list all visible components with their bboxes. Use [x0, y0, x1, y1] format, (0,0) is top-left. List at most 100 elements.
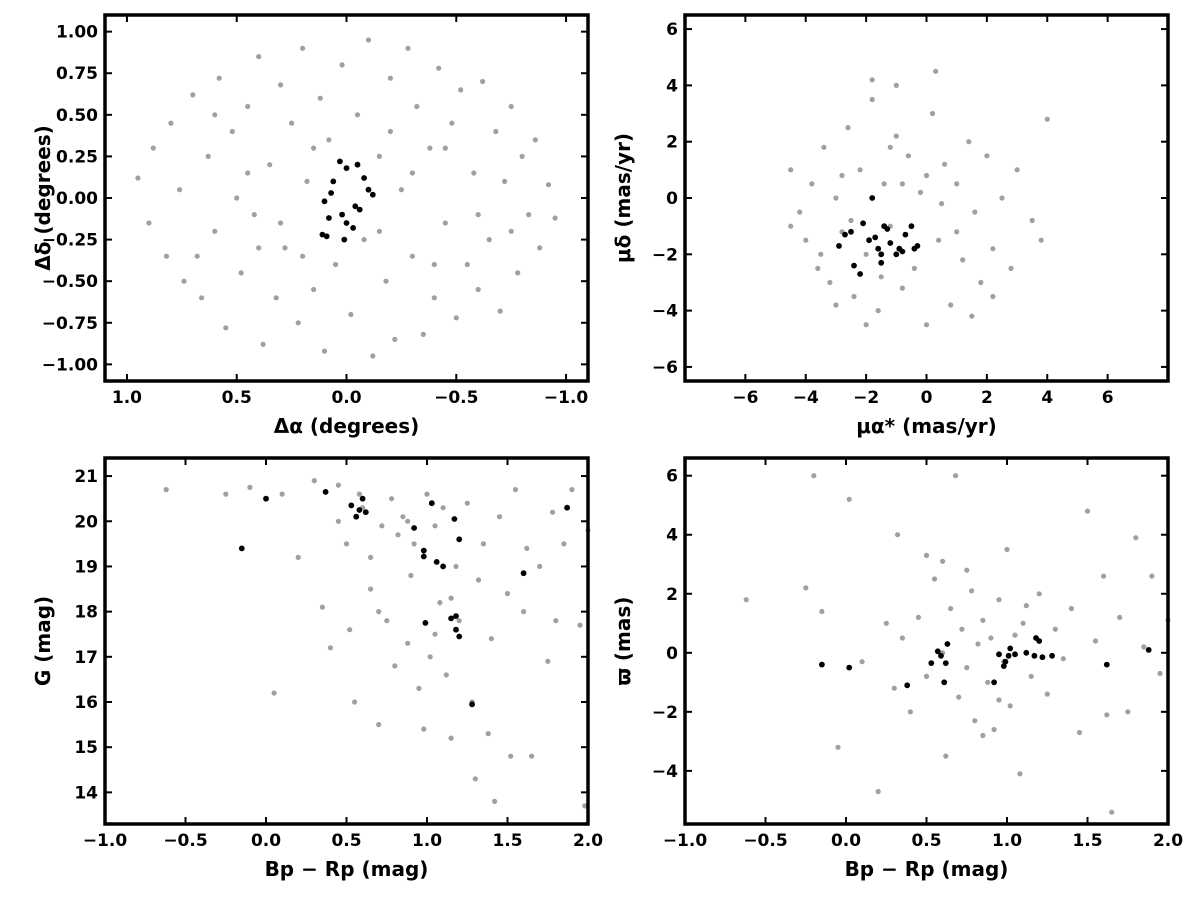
y-tick-label: −4: [652, 762, 678, 782]
data-point: [899, 635, 906, 641]
data-point: [223, 325, 229, 331]
x-tick-label: 4: [1041, 388, 1053, 408]
data-point: [163, 253, 170, 259]
data-point: [875, 788, 881, 795]
data-point: [1103, 661, 1110, 668]
data-point: [857, 167, 863, 173]
data-point: [353, 513, 360, 520]
data-point: [448, 595, 454, 601]
data-point: [475, 212, 481, 218]
x-tick-label: −0.5: [434, 388, 478, 408]
data-point: [337, 158, 343, 165]
data-point: [914, 243, 921, 249]
x-tick-label: −1.0: [83, 831, 128, 851]
data-point: [887, 240, 894, 246]
y-axis-label: μδ (mas/yr): [611, 133, 635, 263]
data-point: [942, 660, 949, 666]
data-point: [881, 181, 887, 187]
data-point: [1039, 654, 1046, 661]
data-point: [384, 618, 390, 624]
data-point: [408, 572, 414, 579]
data-point: [416, 685, 422, 692]
data-point: [1017, 771, 1023, 777]
data-point: [289, 120, 295, 126]
y-tick-label: −1.00: [42, 355, 98, 375]
data-point: [848, 217, 854, 224]
data-point: [991, 679, 997, 686]
plot-frame: [103, 13, 590, 383]
data-point: [1028, 673, 1034, 680]
data-point: [851, 262, 857, 269]
data-point: [341, 236, 348, 243]
data-point: [409, 170, 415, 176]
y-tick-label: 4: [666, 76, 678, 96]
data-point: [860, 220, 866, 227]
data-point: [521, 609, 527, 615]
data-point: [383, 278, 389, 284]
data-point: [427, 654, 433, 660]
data-point: [1031, 652, 1038, 659]
data-point: [205, 153, 211, 159]
data-point: [915, 614, 922, 621]
data-point: [923, 673, 930, 680]
data-point: [1104, 712, 1110, 718]
y-tick-label: 18: [74, 603, 98, 623]
data-point: [899, 181, 906, 187]
data-point: [942, 161, 948, 167]
data-point: [475, 286, 481, 293]
data-point: [833, 302, 839, 308]
y-tick-label: 19: [74, 557, 98, 577]
y-tick-label: −4: [652, 302, 678, 322]
data-point: [577, 622, 583, 628]
data-point: [550, 509, 556, 515]
data-point: [907, 709, 914, 715]
data-point: [1149, 573, 1155, 579]
data-point: [1005, 652, 1012, 659]
data-point: [988, 635, 994, 641]
data-point: [948, 302, 954, 308]
panel-proper-motion: −6 −4 −2 0 2 4 6 6 4 2 0 −2 −4 −6 μα* (mas/yr) μδ (mas/…: [611, 13, 1170, 438]
data-point: [1145, 647, 1152, 653]
data-point: [453, 563, 459, 570]
data-point: [520, 570, 527, 577]
data-point: [743, 597, 749, 603]
data-point: [335, 518, 341, 524]
data-point: [902, 231, 909, 238]
data-point: [300, 253, 306, 259]
data-point: [1117, 614, 1123, 621]
y-axis-label: Δδ (degrees): [31, 125, 55, 271]
data-point: [975, 641, 981, 647]
data-point: [508, 228, 514, 234]
y-tick-label: 6: [666, 467, 678, 487]
data-point: [431, 295, 437, 301]
data-point: [524, 545, 530, 552]
data-point: [428, 500, 435, 507]
data-point: [365, 37, 372, 43]
data-point: [836, 243, 842, 249]
x-axis-label: Bp − Rp (mag): [845, 857, 1009, 881]
data-point: [135, 175, 141, 181]
data-point: [519, 153, 525, 159]
data-point: [448, 735, 454, 741]
panel-parallax: −1.0 −0.5 0.0 0.5 1.0 1.5 2.0 6 4 2 0 −2 −4 Bp − Rp (…: [611, 456, 1183, 881]
data-point: [1049, 652, 1055, 659]
data-point: [980, 732, 986, 739]
data-point: [332, 261, 339, 268]
x-tick-label: −2: [853, 388, 879, 408]
data-point: [223, 491, 229, 497]
data-point: [797, 209, 803, 215]
data-point: [878, 274, 884, 280]
data-point: [1084, 508, 1091, 514]
data-point: [440, 505, 446, 511]
data-point: [311, 145, 317, 151]
data-point: [409, 253, 415, 259]
data-point: [414, 103, 420, 110]
data-point: [387, 128, 393, 135]
panel-spatial: 1.0 0.5 0.0 −0.5 −1.0 1.00 0.75 0.50 0.25 0.00 −0.…: [31, 13, 590, 438]
data-point: [392, 663, 398, 669]
y-tick-label: −0.25: [42, 231, 98, 251]
data-point: [996, 597, 1002, 603]
data-point: [456, 536, 463, 543]
data-point: [803, 585, 809, 591]
data-point: [1033, 635, 1039, 641]
